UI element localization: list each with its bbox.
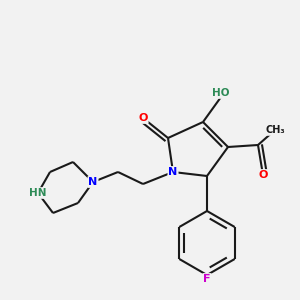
Text: F: F — [203, 274, 211, 284]
Text: HN: HN — [29, 188, 47, 198]
Text: N: N — [88, 177, 98, 187]
Text: HO: HO — [212, 88, 230, 98]
Text: O: O — [138, 113, 148, 123]
Text: O: O — [258, 170, 268, 180]
Text: N: N — [168, 167, 178, 177]
Text: CH₃: CH₃ — [265, 125, 285, 135]
